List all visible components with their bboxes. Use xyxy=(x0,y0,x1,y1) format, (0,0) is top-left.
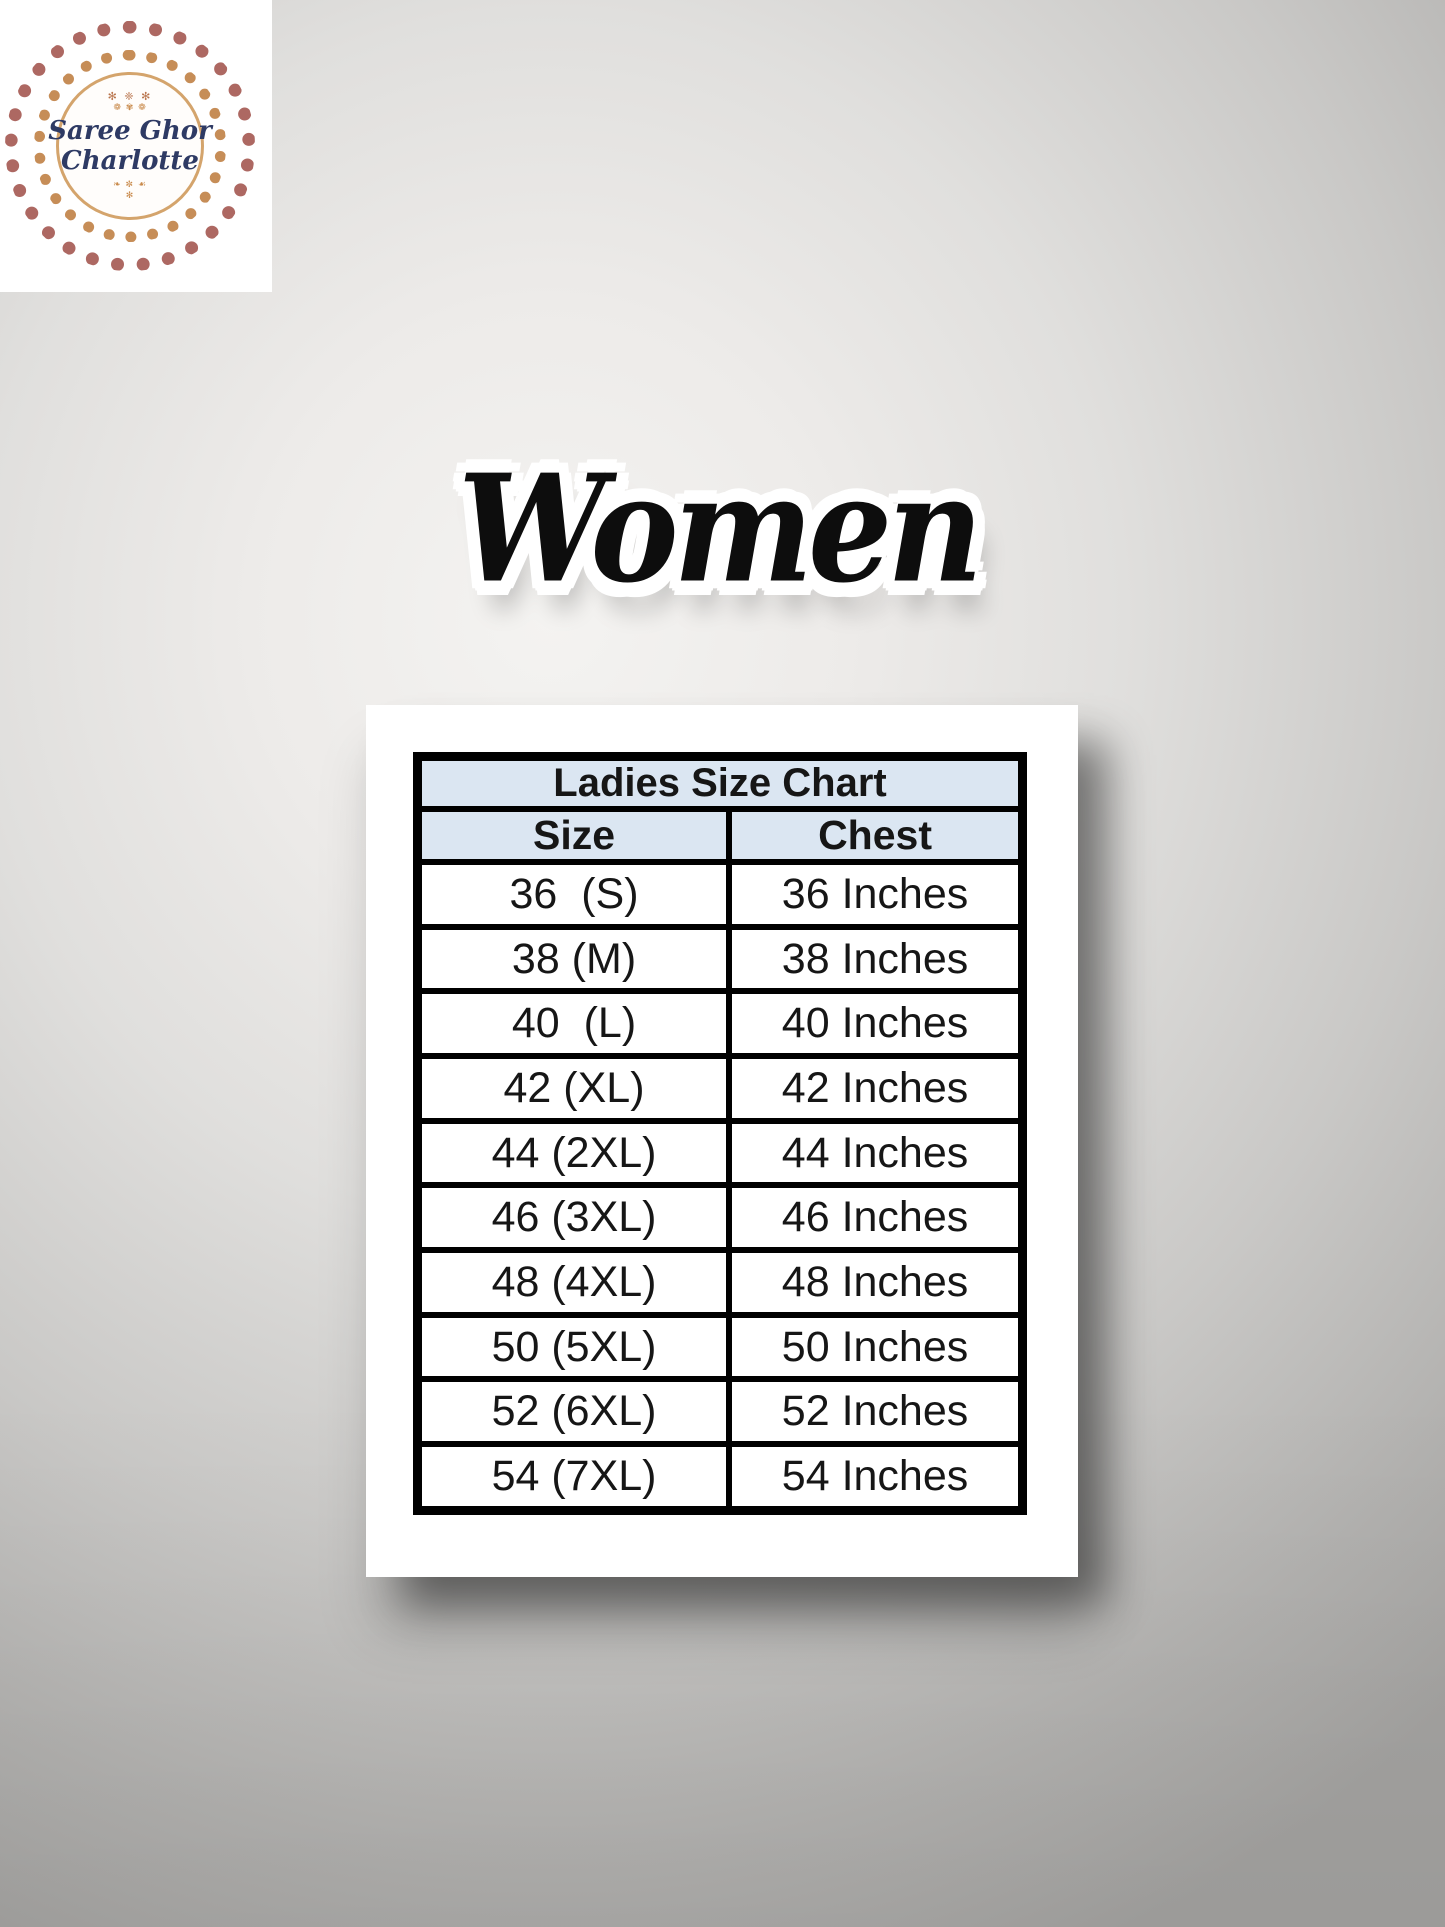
brand-name-line1: Saree Ghor xyxy=(48,116,212,147)
table-cell: 54 Inches xyxy=(726,1441,1026,1514)
table-title: Ladies Size Chart xyxy=(414,753,1026,812)
table-cell: 48 Inches xyxy=(726,1247,1026,1318)
brand-name-line2: Charlotte xyxy=(61,146,199,176)
table-cell: 50 Inches xyxy=(726,1311,1026,1383)
table-cell: 50 (5XL) xyxy=(414,1311,733,1383)
brand-logo: ✻ ❈ ✻ ❁ ✾ ❁ Saree Ghor Charlotte ❧ ✼ ☙ ✻ xyxy=(0,0,272,292)
table-cell: 42 (XL) xyxy=(414,1053,733,1124)
table-row: 42 (XL) 42 Inches xyxy=(414,1053,1026,1124)
table-row: 48 (4XL) 48 Inches xyxy=(414,1247,1026,1318)
table-cell: 40 Inches xyxy=(726,988,1026,1060)
table-row: 46 (3XL) 46 Inches xyxy=(414,1182,1026,1254)
page-title: Women xyxy=(458,442,983,617)
table-row: 50 (5XL) 50 Inches xyxy=(414,1311,1026,1383)
table-cell: 36 (S) xyxy=(414,859,733,930)
logo-ornament-icon: ✻ xyxy=(125,190,135,201)
brand-name: Saree Ghor Charlotte xyxy=(48,116,212,177)
logo-outer-ring: ✻ ❈ ✻ ❁ ✾ ❁ Saree Ghor Charlotte ❧ ✼ ☙ ✻ xyxy=(5,21,255,271)
column-header-size: Size xyxy=(414,806,733,865)
table-cell: 42 Inches xyxy=(726,1053,1026,1124)
table-row: 54 (7XL) 54 Inches xyxy=(414,1441,1026,1514)
logo-ornament-icon: ✻ ❈ ✻ xyxy=(107,90,153,104)
table-cell: 54 (7XL) xyxy=(414,1441,733,1514)
table-row: 36 (S) 36 Inches xyxy=(414,859,1026,930)
table-title-row: Ladies Size Chart xyxy=(414,753,1026,812)
table-cell: 38 (M) xyxy=(414,923,733,995)
column-header-chest: Chest xyxy=(726,806,1026,865)
table-row: 44 (2XL) 44 Inches xyxy=(414,1117,1026,1189)
table-cell: 46 Inches xyxy=(726,1182,1026,1254)
logo-ornament-icon: ❁ ✾ ❁ xyxy=(113,103,147,114)
size-chart-table: Ladies Size Chart Size Chest 36 (S) 36 In… xyxy=(413,752,1027,1515)
logo-ornament-icon: ❧ ✼ ☙ xyxy=(113,179,147,190)
table-cell: 44 (2XL) xyxy=(414,1117,733,1189)
table-cell: 52 Inches xyxy=(726,1376,1026,1448)
table-cell: 48 (4XL) xyxy=(414,1247,733,1318)
size-chart-card: Ladies Size Chart Size Chest 36 (S) 36 In… xyxy=(366,705,1078,1577)
table-header-row: Size Chest xyxy=(414,806,1026,865)
table-cell: 40 (L) xyxy=(414,988,733,1060)
table-row: 38 (M) 38 Inches xyxy=(414,923,1026,995)
size-chart-body: 36 (S) 36 Inches 38 (M) 38 Inches 40 (L) 40 I… xyxy=(414,859,1026,1514)
table-row: 40 (L) 40 Inches xyxy=(414,988,1026,1060)
logo-inner-circle: ✻ ❈ ✻ ❁ ✾ ❁ Saree Ghor Charlotte ❧ ✼ ☙ ✻ xyxy=(48,72,212,220)
table-cell: 44 Inches xyxy=(726,1117,1026,1189)
table-cell: 52 (6XL) xyxy=(414,1376,733,1448)
table-row: 52 (6XL) 52 Inches xyxy=(414,1376,1026,1448)
logo-middle-ring: ✻ ❈ ✻ ❁ ✾ ❁ Saree Ghor Charlotte ❧ ✼ ☙ ✻ xyxy=(34,50,226,242)
table-cell: 36 Inches xyxy=(726,859,1026,930)
table-cell: 46 (3XL) xyxy=(414,1182,733,1254)
table-cell: 38 Inches xyxy=(726,923,1026,995)
